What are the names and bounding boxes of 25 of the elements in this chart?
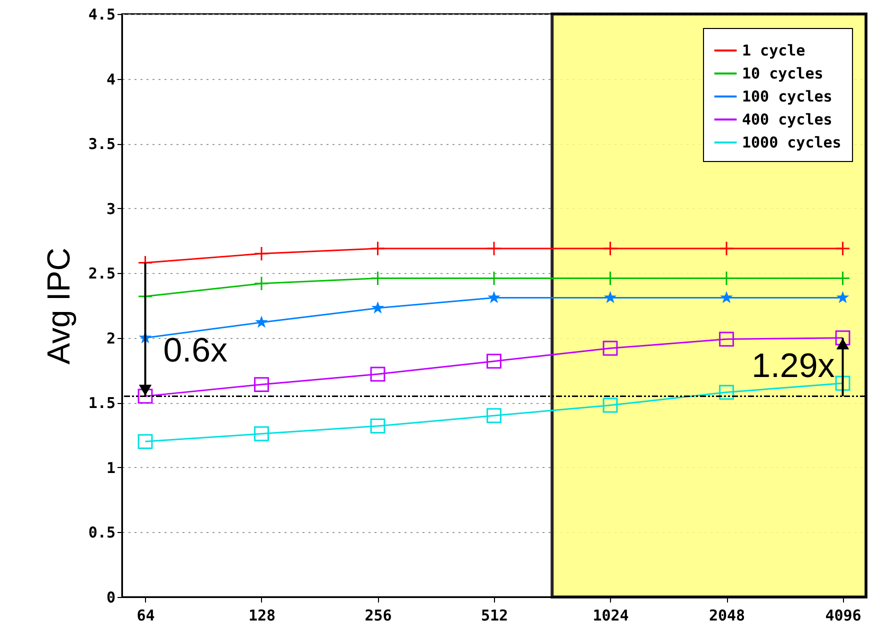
y-tick-label: 4 bbox=[106, 70, 116, 88]
y-axis-title: Avg IPC bbox=[40, 248, 76, 364]
legend-label: 10 cycles bbox=[742, 64, 824, 82]
y-tick-label: 4.5 bbox=[88, 6, 116, 24]
y-tick-label: 3 bbox=[106, 200, 116, 218]
x-tick-label: 64 bbox=[136, 606, 155, 624]
x-tick-label: 512 bbox=[480, 606, 508, 624]
legend-label: 1000 cycles bbox=[742, 134, 842, 152]
annotation: 0.6x bbox=[163, 331, 228, 370]
y-tick-label: 1.5 bbox=[88, 394, 116, 412]
legend-label: 100 cycles bbox=[742, 88, 832, 106]
x-tick-label: 256 bbox=[364, 606, 392, 624]
y-tick-label: 0 bbox=[106, 588, 116, 606]
y-tick-label: 1 bbox=[106, 458, 116, 477]
annotation: 1.29x bbox=[752, 347, 835, 386]
legend-label: 1 cycle bbox=[742, 42, 806, 60]
y-tick-label: 3.5 bbox=[88, 135, 116, 154]
x-tick-label: 2048 bbox=[708, 606, 746, 624]
legend-label: 400 cycles bbox=[742, 110, 832, 128]
x-tick-label: 128 bbox=[248, 606, 276, 624]
y-tick-label: 2.5 bbox=[88, 264, 116, 283]
y-tick-label: 2 bbox=[106, 329, 116, 348]
y-tick-label: 0.5 bbox=[88, 524, 116, 542]
x-tick-label: 1024 bbox=[592, 606, 629, 624]
x-tick-label: 4096 bbox=[825, 606, 862, 624]
